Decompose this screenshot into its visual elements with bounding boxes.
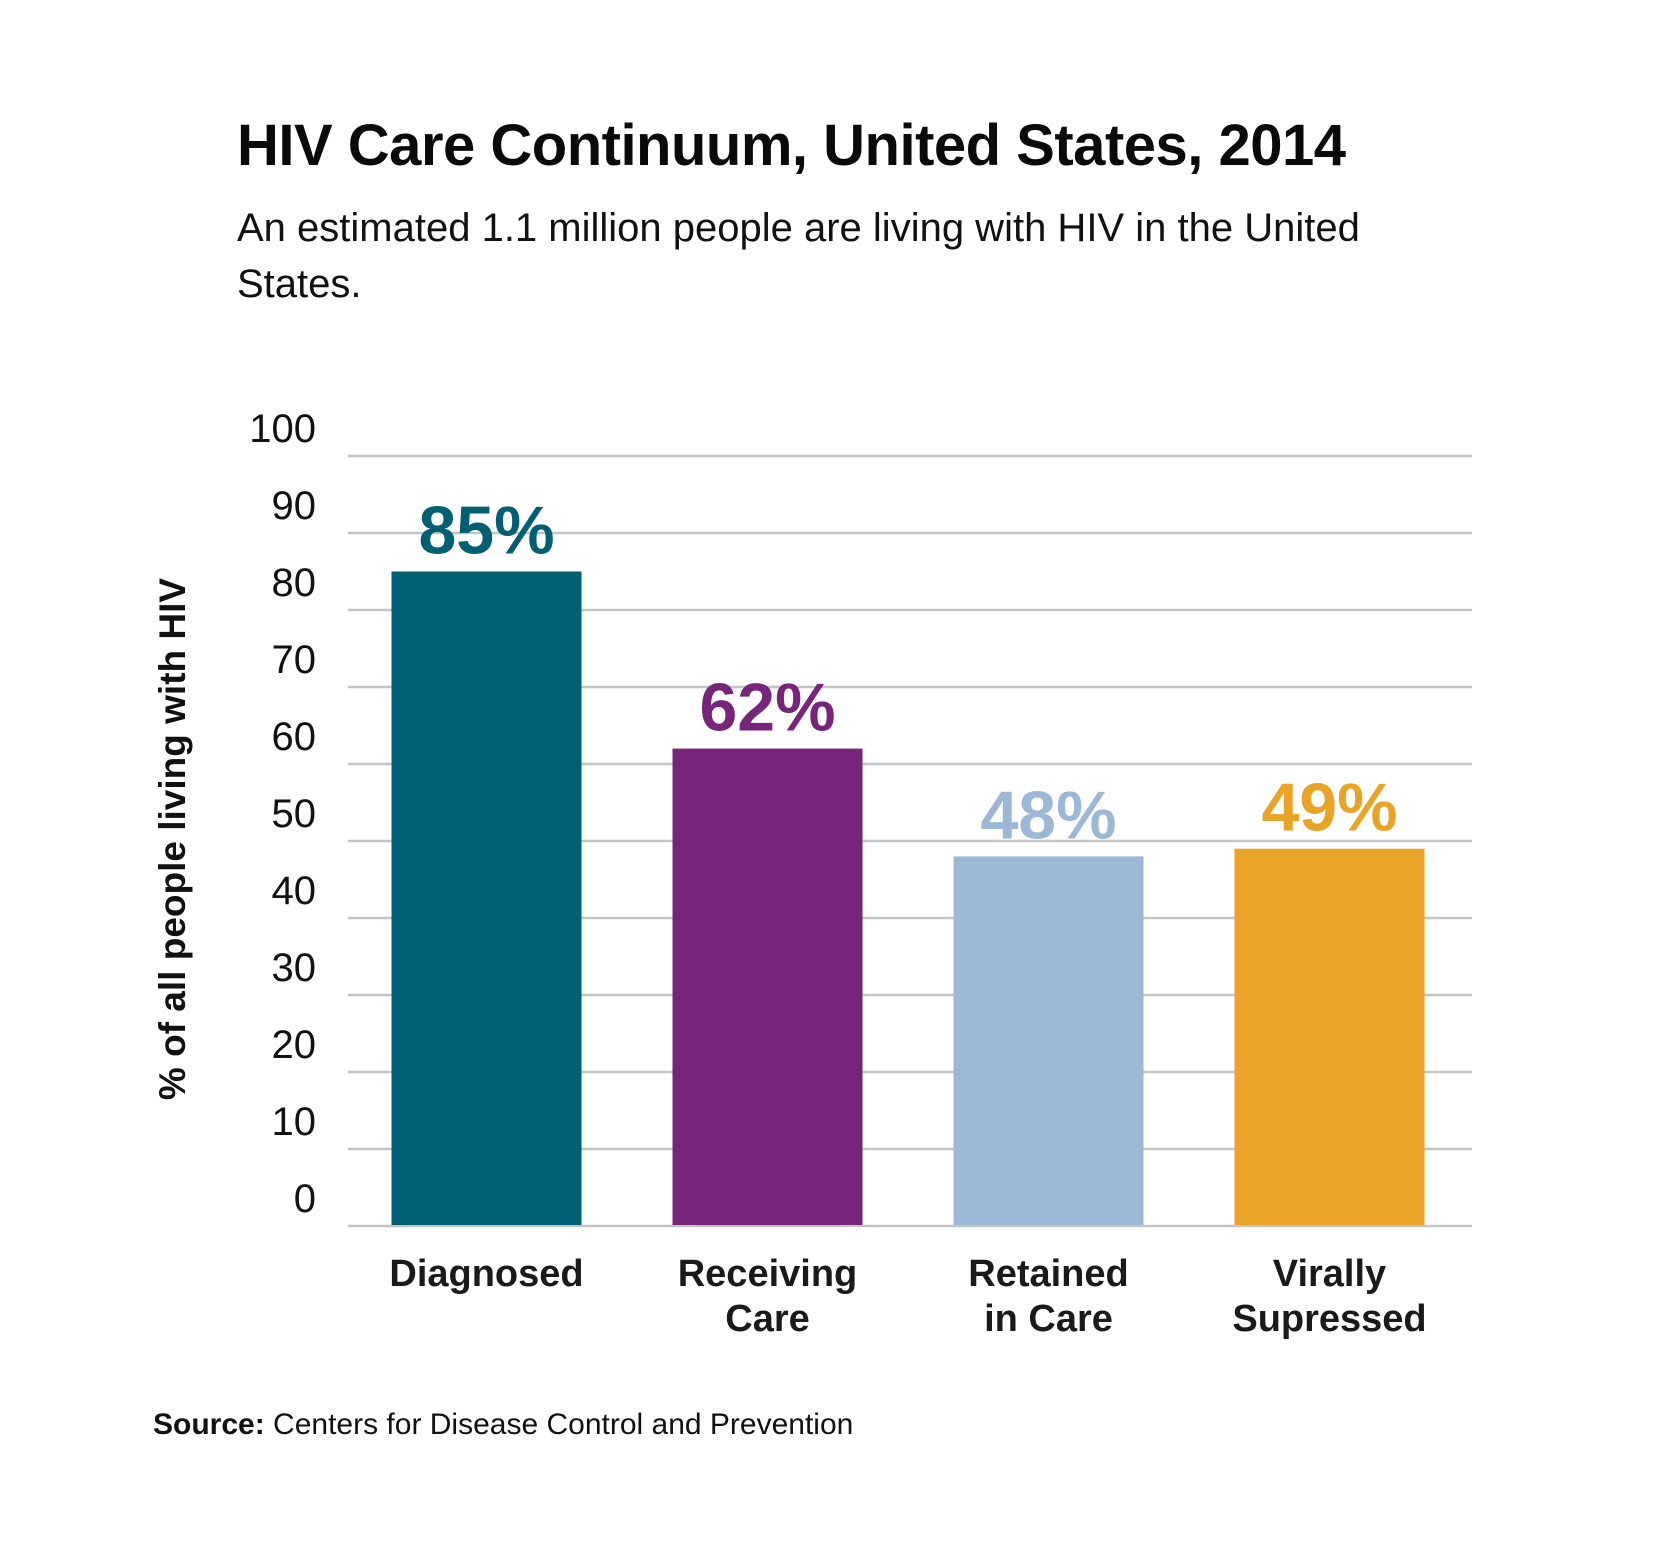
- x-tick-label: in Care: [984, 1298, 1113, 1340]
- x-tick-label: Retained: [968, 1253, 1128, 1295]
- y-axis-ticks: 0 10 20 30 40 50 60 70 80 90 100: [249, 407, 316, 1221]
- chart-title: HIV Care Continuum, United States, 2014: [237, 113, 1346, 178]
- x-tick-label: Virally: [1273, 1253, 1386, 1295]
- data-label: 48%: [980, 777, 1116, 853]
- x-tick-label: Care: [725, 1298, 810, 1340]
- x-tick-label: Receiving: [678, 1253, 858, 1295]
- data-labels: 85% 62% 48% 49%: [418, 493, 1397, 854]
- y-tick-label: 80: [272, 561, 317, 605]
- y-tick-label: 10: [272, 1100, 317, 1144]
- source-text: Centers for Disease Control and Preventi…: [273, 1408, 854, 1441]
- bars: [391, 571, 1425, 1225]
- y-tick-label: 0: [294, 1177, 316, 1221]
- data-label: 62%: [699, 670, 835, 746]
- bar-retained-in-care: [953, 856, 1144, 1225]
- bar-diagnosed: [391, 571, 582, 1225]
- y-tick-label: 50: [272, 792, 317, 836]
- x-tick-label: Supressed: [1232, 1298, 1426, 1340]
- bar-receiving-care: [672, 748, 863, 1225]
- y-tick-label: 90: [272, 484, 317, 528]
- source-note: Source: Centers for Disease Control and …: [153, 1408, 853, 1442]
- y-tick-label: 30: [272, 946, 317, 990]
- y-tick-label: 60: [272, 715, 317, 759]
- data-label: 85%: [418, 493, 554, 569]
- y-tick-label: 20: [272, 1023, 317, 1067]
- y-tick-label: 100: [249, 407, 316, 451]
- bar-virally-supressed: [1234, 848, 1425, 1225]
- y-tick-label: 70: [272, 638, 317, 682]
- y-axis-label: % of all people living with HIV: [152, 578, 193, 1100]
- data-label: 49%: [1261, 770, 1397, 846]
- chart-subtitle: An estimated 1.1 million people are livi…: [237, 206, 1360, 306]
- x-tick-label: Diagnosed: [389, 1253, 583, 1295]
- source-label: Source:: [153, 1408, 265, 1441]
- y-tick-label: 40: [272, 869, 317, 913]
